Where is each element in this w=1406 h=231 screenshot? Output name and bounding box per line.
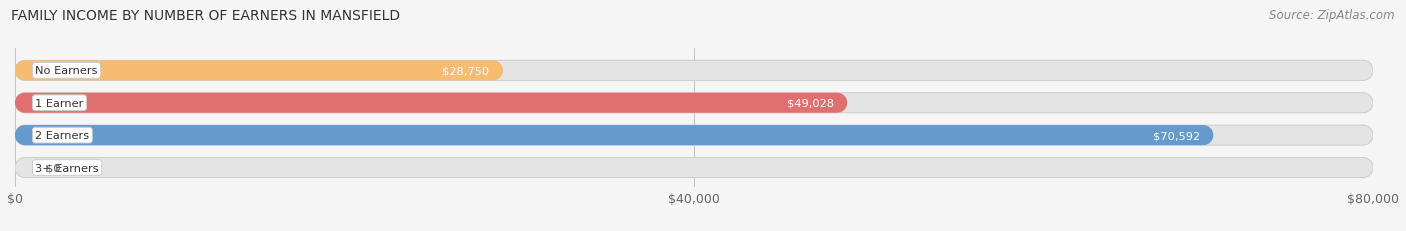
Text: No Earners: No Earners [35, 66, 98, 76]
PathPatch shape [15, 126, 1374, 146]
Text: $49,028: $49,028 [787, 98, 834, 108]
Text: $28,750: $28,750 [443, 66, 489, 76]
PathPatch shape [15, 61, 503, 81]
Text: 3+ Earners: 3+ Earners [35, 163, 98, 173]
Text: FAMILY INCOME BY NUMBER OF EARNERS IN MANSFIELD: FAMILY INCOME BY NUMBER OF EARNERS IN MA… [11, 9, 401, 23]
PathPatch shape [15, 61, 1374, 81]
PathPatch shape [15, 158, 1374, 178]
Text: 2 Earners: 2 Earners [35, 131, 90, 140]
PathPatch shape [15, 126, 1213, 146]
Text: 1 Earner: 1 Earner [35, 98, 84, 108]
Text: $70,592: $70,592 [1153, 131, 1199, 140]
Text: $0: $0 [45, 163, 60, 173]
PathPatch shape [15, 93, 1374, 113]
Text: Source: ZipAtlas.com: Source: ZipAtlas.com [1270, 9, 1395, 22]
PathPatch shape [15, 93, 848, 113]
